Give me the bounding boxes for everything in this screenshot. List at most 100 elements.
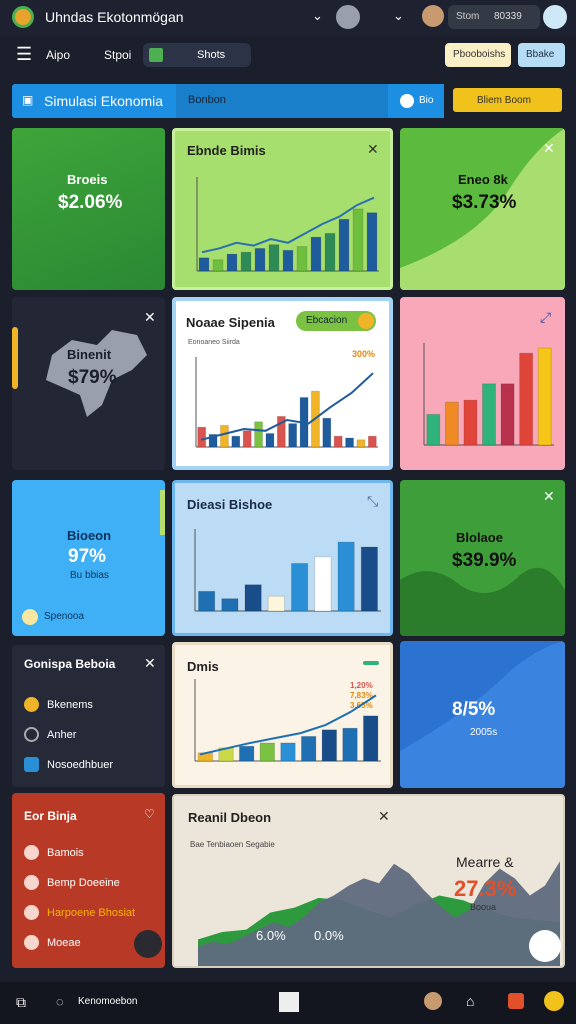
- close-icon[interactable]: ✕: [543, 140, 555, 156]
- stat-card[interactable]: ✕ Blolaoe $39.9%: [400, 480, 565, 636]
- card-subtitle: Bae Tenbiaoen Segabie: [190, 840, 275, 849]
- stat-card[interactable]: Broeis $2.06%: [12, 128, 165, 290]
- tab-label: Shots: [197, 49, 226, 61]
- button-label: Bliem Boom: [477, 95, 531, 106]
- card-footer: Spenooa: [44, 611, 85, 622]
- map-card[interactable]: ✕ Binenit $79%: [12, 297, 165, 470]
- wave-decoration: [400, 567, 565, 636]
- bar: [366, 212, 378, 272]
- logo[interactable]: [12, 6, 34, 28]
- card-title: Bioeon: [67, 528, 112, 543]
- expand-icon[interactable]: ⤡: [367, 493, 379, 509]
- nav-icon[interactable]: ⌂: [466, 993, 475, 1009]
- list-item[interactable]: Nosoedhbuer: [24, 757, 113, 772]
- bar: [198, 257, 210, 272]
- app-title: Uhndas Ekotonmögan: [45, 9, 184, 25]
- chart-label: 300%: [352, 349, 376, 359]
- toolbar-button[interactable]: Pbooboishs: [445, 43, 511, 67]
- item-label: Moeae: [47, 936, 81, 949]
- item-label: Nosoedhbuer: [47, 758, 114, 771]
- stat-card[interactable]: Bioeon 97% Bu bbias Spenooa: [12, 480, 165, 636]
- list-item[interactable]: Bamois: [24, 845, 84, 860]
- close-button[interactable]: [543, 5, 567, 29]
- list-card[interactable]: Eor Binja ♡ Bamois Bemp Doeeine Harpoene…: [12, 793, 165, 968]
- bar-chart: [423, 343, 554, 446]
- close-icon[interactable]: ✕: [144, 655, 156, 671]
- card-subtitle: 2005s: [470, 727, 498, 738]
- close-icon[interactable]: ✕: [367, 141, 379, 157]
- bar: [310, 236, 322, 272]
- close-icon[interactable]: ✕: [144, 309, 156, 325]
- footer-icon: [22, 609, 38, 625]
- nav-icon[interactable]: ◌: [56, 994, 64, 1009]
- chart-card[interactable]: ⤢: [400, 297, 565, 470]
- nav-icon[interactable]: ⧉: [16, 994, 26, 1010]
- toolbar: ☰ Aipo Stpoi Shots Pbooboishs Bbake: [0, 36, 576, 74]
- chart-card[interactable]: Dieasi Bishoe ⤡: [172, 480, 393, 636]
- stat-card[interactable]: ✕ Eneo 8k $3.73%: [400, 128, 565, 290]
- fab-button[interactable]: [134, 930, 162, 958]
- bar: [324, 232, 336, 272]
- toolbar-item[interactable]: Stpoi: [104, 48, 132, 62]
- bar: [221, 598, 239, 612]
- list-item[interactable]: Moeae: [24, 935, 81, 950]
- bar: [259, 742, 276, 762]
- close-icon[interactable]: ✕: [543, 488, 555, 504]
- bar: [296, 246, 308, 272]
- bar: [290, 562, 309, 612]
- avatar[interactable]: [424, 992, 442, 1010]
- bar: [212, 259, 224, 272]
- chart-card[interactable]: Ebnde Bimis ✕: [172, 128, 393, 290]
- menu-icon[interactable]: ☰: [16, 44, 33, 64]
- bar: [444, 401, 459, 446]
- pill[interactable]: Ebcacion: [296, 311, 376, 331]
- bar-chart: [196, 177, 379, 272]
- side-subtitle: Booua: [470, 902, 497, 912]
- bar: [537, 347, 552, 446]
- home-icon[interactable]: [279, 992, 299, 1012]
- list-item[interactable]: Bemp Doeeine: [24, 875, 120, 890]
- bar: [268, 244, 280, 272]
- trend-line: [201, 196, 375, 254]
- nav-icon[interactable]: [544, 991, 564, 1011]
- close-button[interactable]: [336, 5, 360, 29]
- avatar[interactable]: [422, 5, 444, 27]
- bar-chart: [195, 357, 378, 448]
- toolbar-button[interactable]: Bbake: [518, 43, 565, 67]
- list-item[interactable]: Harpoene Bhosiat: [24, 905, 135, 920]
- dropdown-icon[interactable]: ⌄: [312, 8, 323, 23]
- list-item[interactable]: Anher: [24, 727, 76, 742]
- list-item[interactable]: Bkenems: [24, 697, 93, 712]
- active-tab[interactable]: Shots: [143, 43, 251, 67]
- bar: [242, 430, 252, 448]
- toggle[interactable]: Bio: [388, 84, 444, 118]
- nav-label[interactable]: Kenomoebon: [78, 996, 138, 1007]
- expand-icon[interactable]: ⤢: [540, 309, 552, 325]
- accent-bar: [12, 327, 18, 389]
- bar: [500, 383, 515, 446]
- item-icon: [24, 935, 39, 950]
- chart-card[interactable]: Dmis 1,20% 7,83% 3,65%: [172, 642, 393, 788]
- banner-title: Simulasi Ekonomia: [44, 93, 164, 109]
- action-button[interactable]: Bliem Boom: [453, 88, 562, 112]
- bottom-bar: ⧉ ◌ Kenomoebon ⌂: [0, 982, 576, 1024]
- chart-card[interactable]: Noaae Sipenia Ebcacion Eonoaneo Siirda 3…: [172, 297, 393, 470]
- banner-tab[interactable]: Bonbon: [176, 84, 388, 118]
- dropdown-icon[interactable]: ⌄: [393, 8, 404, 23]
- toolbar-item[interactable]: Aipo: [46, 48, 71, 62]
- card-title: Ebnde Bimis: [187, 143, 266, 158]
- close-icon[interactable]: ✕: [378, 808, 390, 824]
- card-title: Noaae Sipenia: [186, 315, 275, 330]
- bar: [197, 426, 207, 448]
- search-box[interactable]: Stom 80339: [448, 5, 540, 29]
- refresh-button[interactable]: [529, 930, 561, 962]
- card-title: Eneo 8k: [458, 172, 508, 187]
- bar: [352, 208, 364, 272]
- nav-icon[interactable]: [508, 993, 524, 1009]
- stat-card[interactable]: 8/5% 2005s: [400, 641, 565, 788]
- card-title: Dmis: [187, 659, 219, 674]
- list-card[interactable]: Gonispa Beboia ✕ Bkenems Anher Nosoedhbu…: [12, 645, 165, 787]
- menu-icon[interactable]: ♡: [144, 807, 155, 821]
- area-chart-card[interactable]: Reanil Dbeon ✕ Bae Tenbiaoen Segabie Mea…: [172, 794, 565, 968]
